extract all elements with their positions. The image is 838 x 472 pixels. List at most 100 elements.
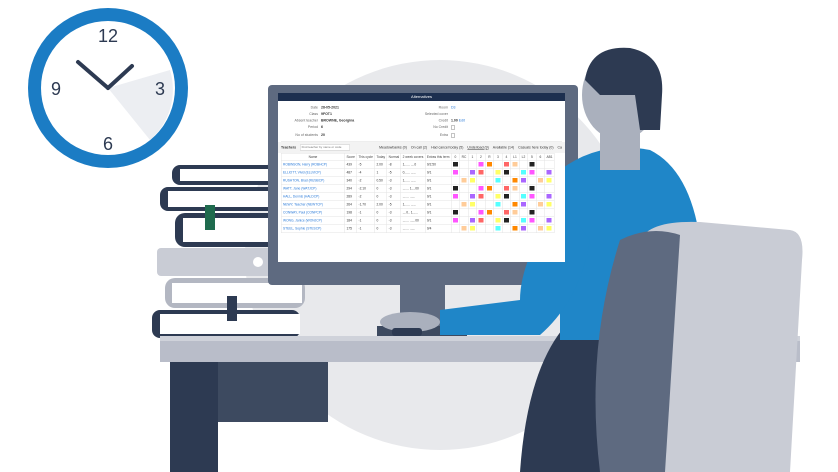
period-cell[interactable] <box>450 208 460 217</box>
period-cell[interactable] <box>484 176 494 185</box>
period-cell[interactable] <box>501 176 511 185</box>
period-cell[interactable] <box>467 224 477 233</box>
period-cell[interactable] <box>518 216 528 225</box>
period-cell[interactable] <box>484 168 494 177</box>
filter-tab[interactable]: Ca <box>557 145 562 150</box>
filter-tab[interactable]: Meadowbanks (0) <box>379 145 407 150</box>
column-header[interactable]: 4 <box>501 153 511 161</box>
teacher-name-link[interactable]: CONWAY, Paul (CONPCP) <box>281 208 345 217</box>
period-cell[interactable] <box>518 200 528 209</box>
period-cell[interactable] <box>527 216 537 225</box>
period-cell[interactable] <box>493 216 503 225</box>
period-cell[interactable] <box>459 160 469 169</box>
column-header[interactable]: 1 <box>467 153 477 161</box>
period-cell[interactable] <box>544 160 555 169</box>
period-cell[interactable] <box>459 216 469 225</box>
column-header[interactable]: Today <box>374 153 388 161</box>
period-cell[interactable] <box>459 200 469 209</box>
period-cell[interactable] <box>459 208 469 217</box>
period-cell[interactable] <box>484 224 494 233</box>
column-header[interactable]: 2 week covers <box>400 153 426 161</box>
period-cell[interactable] <box>484 216 494 225</box>
period-cell[interactable] <box>535 208 545 217</box>
teacher-name-link[interactable]: ELLIOTT, Vivid (ELLVICP) <box>281 168 345 177</box>
period-cell[interactable] <box>450 184 460 193</box>
table-row[interactable]: WONG, Janice (WONJCP) 184 -1 0 -3....... ..… <box>281 216 555 225</box>
period-cell[interactable] <box>535 192 545 201</box>
period-cell[interactable] <box>493 184 503 193</box>
period-cell[interactable] <box>510 208 520 217</box>
table-row[interactable]: NEWY, Teacher (NEWTCP) 264 -1.70 2.00 -5 1..… <box>281 200 555 209</box>
period-cell[interactable] <box>467 216 477 225</box>
period-cell[interactable] <box>527 176 537 185</box>
period-cell[interactable] <box>501 224 511 233</box>
period-cell[interactable] <box>459 168 469 177</box>
period-cell[interactable] <box>459 192 469 201</box>
period-cell[interactable] <box>501 208 511 217</box>
period-cell[interactable] <box>527 224 537 233</box>
teacher-name-link[interactable]: HALL, Dennis (HALDCP) <box>281 192 345 201</box>
period-cell[interactable] <box>450 200 460 209</box>
period-cell[interactable] <box>450 216 460 225</box>
column-header[interactable]: Normal <box>386 153 402 161</box>
period-cell[interactable] <box>510 224 520 233</box>
period-cell[interactable] <box>484 192 494 201</box>
period-cell[interactable] <box>510 160 520 169</box>
period-cell[interactable] <box>518 160 528 169</box>
period-cell[interactable] <box>501 200 511 209</box>
period-cell[interactable] <box>476 184 486 193</box>
column-header[interactable]: 0 <box>450 153 460 161</box>
period-cell[interactable] <box>535 216 545 225</box>
period-cell[interactable] <box>544 208 555 217</box>
period-cell[interactable] <box>544 168 555 177</box>
period-cell[interactable] <box>510 216 520 225</box>
column-header[interactable]: Score <box>344 153 357 161</box>
checkbox[interactable] <box>451 125 455 130</box>
column-header[interactable]: Name <box>281 153 345 161</box>
period-cell[interactable] <box>518 192 528 201</box>
period-cell[interactable] <box>493 224 503 233</box>
period-cell[interactable] <box>484 200 494 209</box>
table-row[interactable]: ELLIOTT, Vivid (ELLVICP) 487 -4 1 -5 0......… <box>281 168 555 177</box>
period-cell[interactable] <box>518 168 528 177</box>
table-row[interactable]: CONWAY, Paul (CONPCP) 198 -1 0 -3 ....0.. 1.… <box>281 208 555 217</box>
period-cell[interactable] <box>459 184 469 193</box>
teacher-name-link[interactable]: WONG, Janice (WONJCP) <box>281 216 345 225</box>
period-cell[interactable] <box>493 200 503 209</box>
column-header[interactable]: L1 <box>510 153 520 161</box>
teacher-name-link[interactable]: NEWY, Teacher (NEWTCP) <box>281 200 345 209</box>
edit-credit-link[interactable]: Edit <box>458 119 465 123</box>
filter-tab[interactable]: Had cancel today (5) <box>431 145 464 150</box>
period-cell[interactable] <box>527 160 537 169</box>
field-value[interactable] <box>451 133 511 139</box>
period-cell[interactable] <box>510 200 520 209</box>
period-cell[interactable] <box>518 224 528 233</box>
period-cell[interactable] <box>459 176 469 185</box>
period-cell[interactable] <box>467 192 477 201</box>
column-header[interactable]: 3 <box>493 153 503 161</box>
period-cell[interactable] <box>476 208 486 217</box>
column-header[interactable]: Extras this term <box>424 153 452 161</box>
period-cell[interactable] <box>527 192 537 201</box>
table-row[interactable]: HALL, Dennis (HALDCP) 289 -2 0 -3....... ..… <box>281 192 555 201</box>
period-cell[interactable] <box>476 224 486 233</box>
column-header[interactable]: AB1 <box>544 153 555 161</box>
column-header[interactable]: R <box>484 153 494 161</box>
column-header[interactable]: 6 <box>535 153 545 161</box>
filter-tab[interactable]: Underload (9) <box>467 145 489 150</box>
period-cell[interactable] <box>510 168 520 177</box>
table-row[interactable]: ROBINSON, Harry (ROBHCP) 439 -5 2.00 -8 1...… <box>281 160 555 169</box>
period-cell[interactable] <box>510 192 520 201</box>
period-cell[interactable] <box>544 184 555 193</box>
period-cell[interactable] <box>476 176 486 185</box>
period-cell[interactable] <box>527 184 537 193</box>
teacher-search-input[interactable] <box>300 144 351 151</box>
period-cell[interactable] <box>450 192 460 201</box>
period-cell[interactable] <box>535 184 545 193</box>
period-cell[interactable] <box>501 192 511 201</box>
period-cell[interactable] <box>527 200 537 209</box>
period-cell[interactable] <box>450 224 460 233</box>
period-cell[interactable] <box>501 168 511 177</box>
period-cell[interactable] <box>484 208 494 217</box>
period-cell[interactable] <box>535 224 545 233</box>
